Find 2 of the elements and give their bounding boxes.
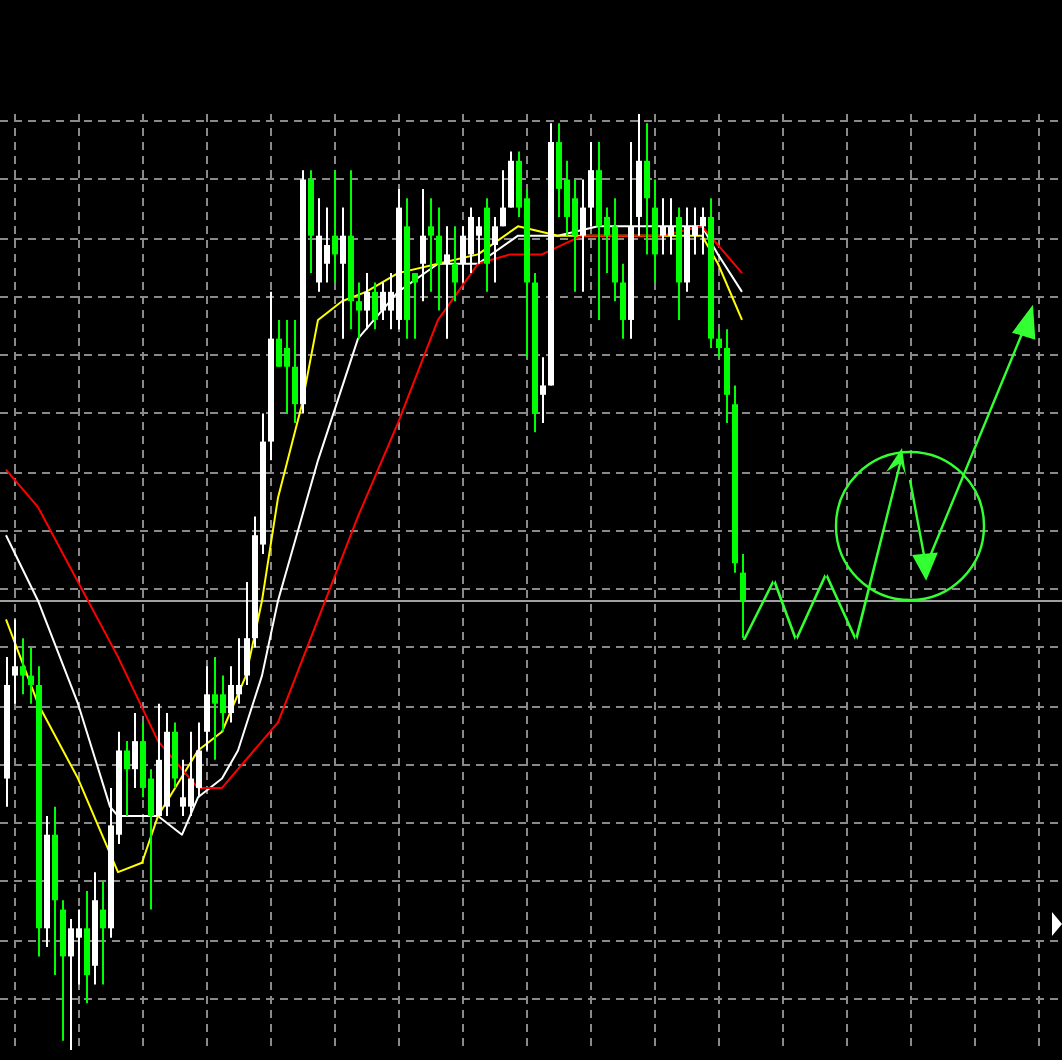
- candlestick: [428, 198, 434, 292]
- candlestick: [212, 656, 218, 760]
